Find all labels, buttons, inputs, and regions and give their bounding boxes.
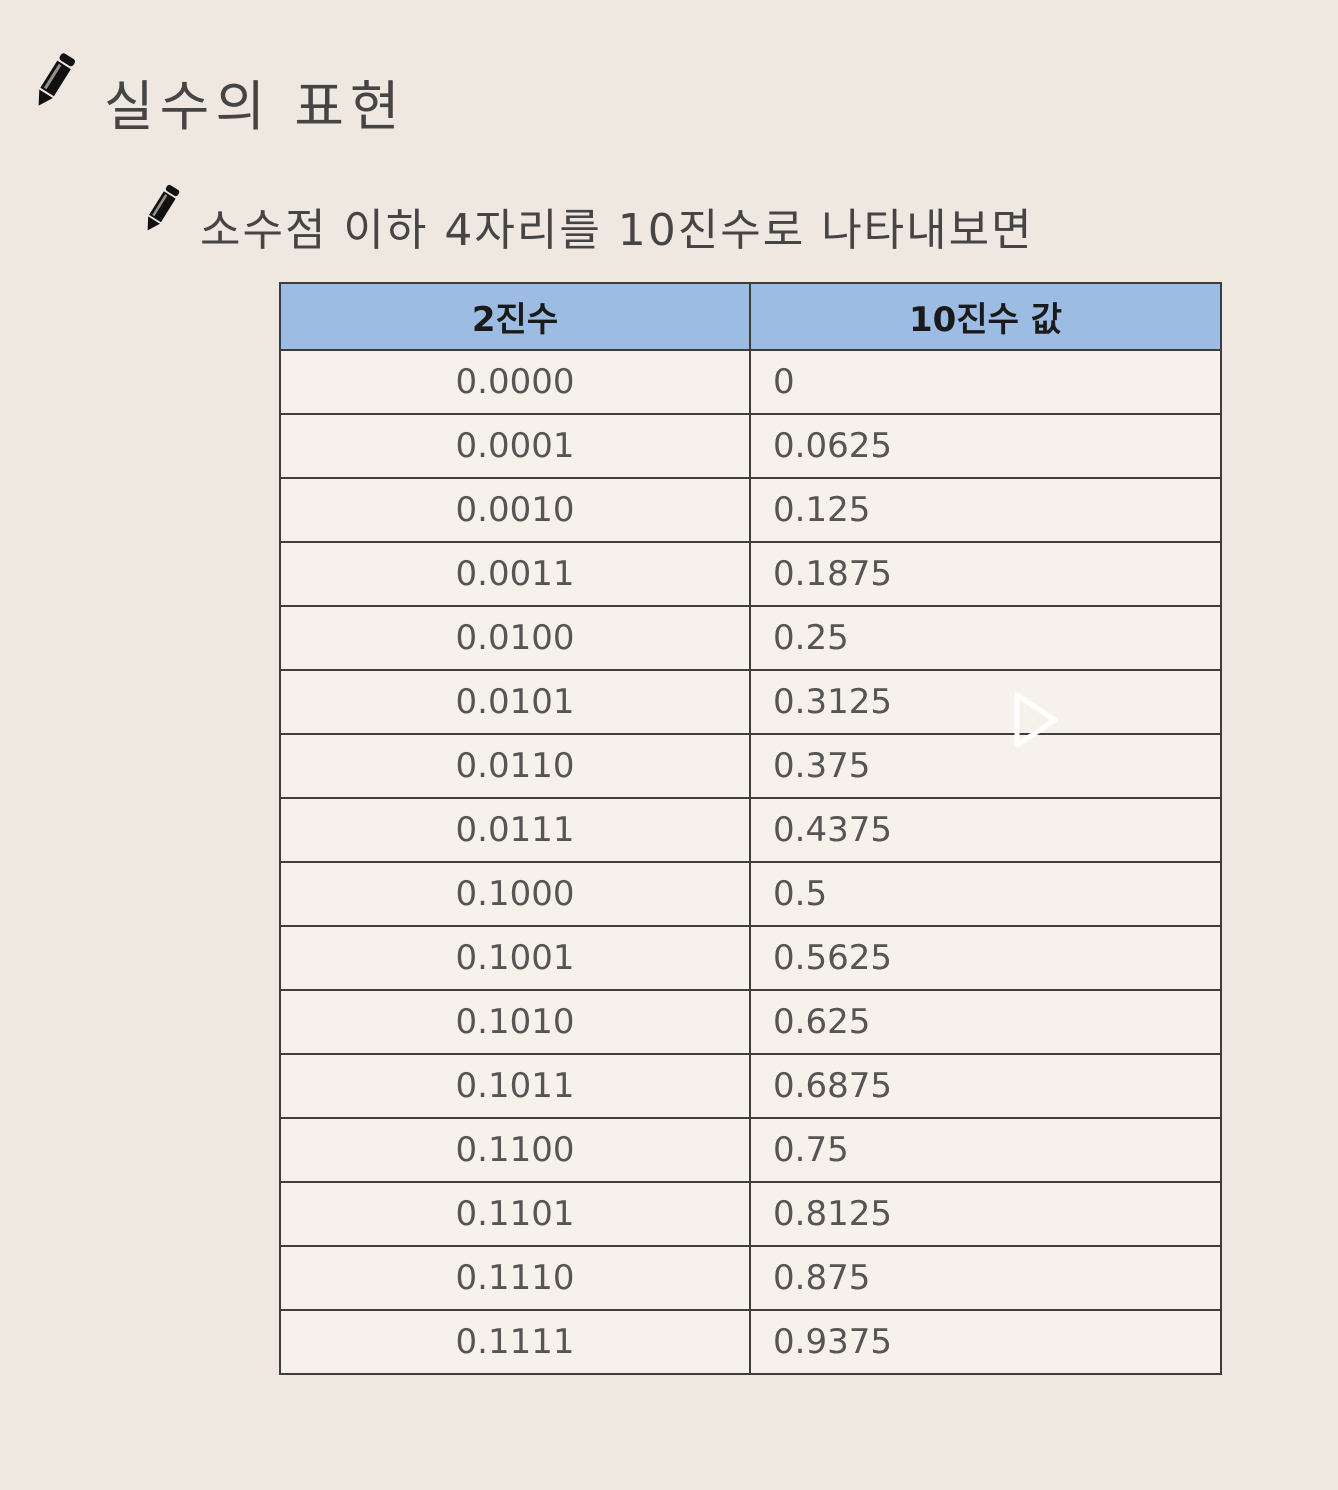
table-row: 0.0110 0.375 [279, 733, 1222, 799]
play-icon[interactable] [1012, 692, 1060, 752]
binary-cell: 0.1111 [279, 1309, 751, 1375]
binary-cell: 0.0110 [279, 733, 751, 799]
decimal-cell: 0.375 [749, 733, 1222, 799]
table-row: 0.0100 0.25 [279, 605, 1222, 671]
page-title: 실수의 표현 [104, 75, 406, 138]
table-row: 0.1100 0.75 [279, 1117, 1222, 1183]
decimal-cell: 0.75 [749, 1117, 1222, 1183]
decimal-cell: 0.3125 [749, 669, 1222, 735]
binary-cell: 0.1010 [279, 989, 751, 1055]
decimal-cell: 0.0625 [749, 413, 1222, 479]
table-row: 0.0001 0.0625 [279, 413, 1222, 479]
table-row: 0.1000 0.5 [279, 861, 1222, 927]
binary-cell: 0.1001 [279, 925, 751, 991]
decimal-cell: 0.25 [749, 605, 1222, 671]
decimal-cell: 0.8125 [749, 1181, 1222, 1247]
decimal-cell: 0.875 [749, 1245, 1222, 1311]
table-row: 0.1110 0.875 [279, 1245, 1222, 1311]
decimal-cell: 0.9375 [749, 1309, 1222, 1375]
decimal-cell: 0 [749, 349, 1222, 415]
table-row: 0.1001 0.5625 [279, 925, 1222, 991]
decimal-cell: 0.5 [749, 861, 1222, 927]
table-row: 0.1011 0.6875 [279, 1053, 1222, 1119]
decimal-cell: 0.6875 [749, 1053, 1222, 1119]
binary-cell: 0.1100 [279, 1117, 751, 1183]
column-header-decimal: 10진수 값 [749, 282, 1222, 351]
table-row: 0.0101 0.3125 [279, 669, 1222, 735]
binary-cell: 0.0011 [279, 541, 751, 607]
table-row: 0.0010 0.125 [279, 477, 1222, 543]
binary-cell: 0.0100 [279, 605, 751, 671]
table-row: 0.0111 0.4375 [279, 797, 1222, 863]
decimal-cell: 0.1875 [749, 541, 1222, 607]
table-row: 0.0000 0 [279, 349, 1222, 415]
column-header-binary: 2진수 [279, 282, 751, 351]
table-header-row: 2진수 10진수 값 [279, 282, 1222, 351]
binary-cell: 0.1101 [279, 1181, 751, 1247]
binary-cell: 0.1110 [279, 1245, 751, 1311]
binary-cell: 0.0111 [279, 797, 751, 863]
decimal-cell: 0.125 [749, 477, 1222, 543]
binary-cell: 0.0000 [279, 349, 751, 415]
table-row: 0.1111 0.9375 [279, 1309, 1222, 1375]
table-row: 0.1010 0.625 [279, 989, 1222, 1055]
table-row: 0.1101 0.8125 [279, 1181, 1222, 1247]
decimal-cell: 0.4375 [749, 797, 1222, 863]
table-row: 0.0011 0.1875 [279, 541, 1222, 607]
binary-cell: 0.0101 [279, 669, 751, 735]
subtitle: 소수점 이하 4자리를 10진수로 나타내보면 [200, 205, 1034, 256]
pencil-icon [30, 50, 78, 112]
binary-cell: 0.0001 [279, 413, 751, 479]
binary-cell: 0.0010 [279, 477, 751, 543]
binary-decimal-table: 2진수 10진수 값 0.0000 0 0.0001 0.0625 0.0010… [279, 282, 1222, 1375]
decimal-cell: 0.625 [749, 989, 1222, 1055]
pencil-icon [140, 182, 182, 236]
binary-cell: 0.1000 [279, 861, 751, 927]
binary-cell: 0.1011 [279, 1053, 751, 1119]
decimal-cell: 0.5625 [749, 925, 1222, 991]
